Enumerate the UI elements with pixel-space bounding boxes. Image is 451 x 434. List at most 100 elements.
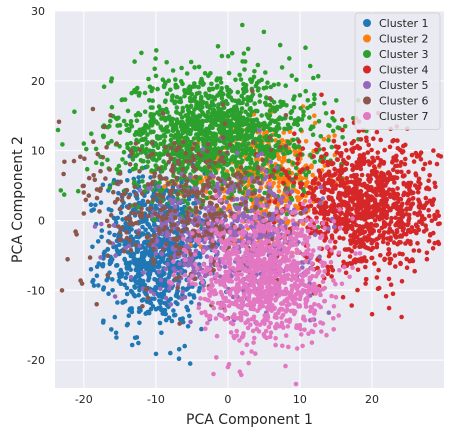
data-point: [139, 219, 145, 224]
data-point: [116, 163, 122, 169]
data-point: [148, 112, 154, 117]
data-point: [272, 200, 278, 205]
data-point: [349, 248, 355, 254]
data-point: [307, 63, 313, 69]
data-point: [306, 169, 312, 175]
data-point: [344, 148, 349, 153]
data-point: [431, 148, 436, 153]
data-point: [156, 261, 161, 267]
data-point: [408, 241, 413, 247]
data-point: [98, 255, 103, 260]
data-point: [253, 108, 258, 114]
data-point: [188, 174, 193, 180]
data-point: [309, 163, 314, 168]
data-point: [279, 65, 285, 70]
data-point: [108, 118, 113, 124]
data-point: [137, 169, 142, 174]
data-point: [303, 207, 309, 212]
data-point: [117, 242, 122, 247]
data-point: [325, 264, 330, 270]
data-point: [288, 115, 294, 121]
data-point: [382, 223, 388, 228]
data-point: [312, 113, 317, 118]
data-point: [166, 315, 172, 321]
data-point: [150, 105, 155, 110]
data-point: [134, 118, 140, 123]
data-point: [177, 251, 182, 256]
data-point: [333, 229, 338, 234]
data-point: [262, 190, 268, 196]
data-point: [222, 264, 228, 270]
data-point: [206, 73, 211, 79]
data-point: [326, 226, 331, 231]
data-point: [207, 190, 213, 196]
data-point: [134, 248, 140, 254]
data-point: [147, 98, 152, 103]
data-point: [147, 300, 153, 306]
data-point: [363, 264, 368, 270]
data-point: [173, 243, 179, 248]
data-point: [153, 141, 158, 146]
data-point: [117, 130, 123, 135]
data-point: [287, 56, 292, 61]
data-point: [404, 232, 409, 237]
data-point: [168, 228, 174, 234]
data-point: [336, 202, 342, 208]
data-point: [171, 173, 176, 179]
data-point: [319, 92, 324, 98]
data-point: [224, 85, 230, 90]
data-point: [91, 283, 97, 288]
data-point: [211, 165, 216, 171]
data-point: [132, 285, 138, 290]
data-point: [382, 256, 388, 262]
data-point: [239, 106, 245, 111]
data-point: [164, 91, 170, 96]
data-point: [115, 215, 120, 221]
data-point: [325, 217, 331, 222]
data-point: [127, 216, 133, 221]
data-point: [343, 270, 349, 276]
data-point: [182, 262, 187, 267]
data-point: [181, 252, 186, 258]
data-point: [124, 122, 129, 128]
data-point: [165, 109, 170, 115]
data-point: [174, 231, 180, 236]
data-point: [251, 179, 257, 184]
data-point: [249, 94, 254, 99]
data-point: [351, 258, 357, 263]
data-point: [235, 183, 240, 188]
data-point: [189, 300, 194, 305]
data-point: [150, 237, 156, 243]
data-point: [340, 182, 345, 188]
data-point: [399, 169, 404, 175]
data-point: [259, 138, 264, 144]
data-point: [409, 257, 415, 262]
data-point: [332, 118, 337, 123]
data-point: [331, 186, 336, 191]
data-point: [126, 313, 132, 319]
data-point: [355, 228, 361, 234]
data-point: [373, 223, 379, 228]
data-point: [238, 165, 244, 170]
data-point: [352, 244, 358, 250]
data-point: [61, 171, 66, 177]
data-point: [164, 212, 170, 217]
data-point: [143, 239, 148, 245]
data-point: [142, 125, 147, 130]
data-point: [267, 102, 273, 108]
data-point: [282, 126, 287, 132]
data-point: [199, 76, 204, 82]
data-point: [423, 195, 429, 201]
data-point: [412, 268, 418, 274]
data-point: [361, 182, 367, 188]
data-point: [290, 137, 296, 143]
data-point: [219, 210, 224, 216]
data-point: [198, 205, 204, 210]
data-point: [233, 116, 239, 122]
data-point: [179, 65, 184, 71]
data-point: [271, 150, 277, 156]
data-point: [211, 206, 217, 212]
data-point: [211, 107, 217, 113]
data-point: [95, 151, 101, 157]
